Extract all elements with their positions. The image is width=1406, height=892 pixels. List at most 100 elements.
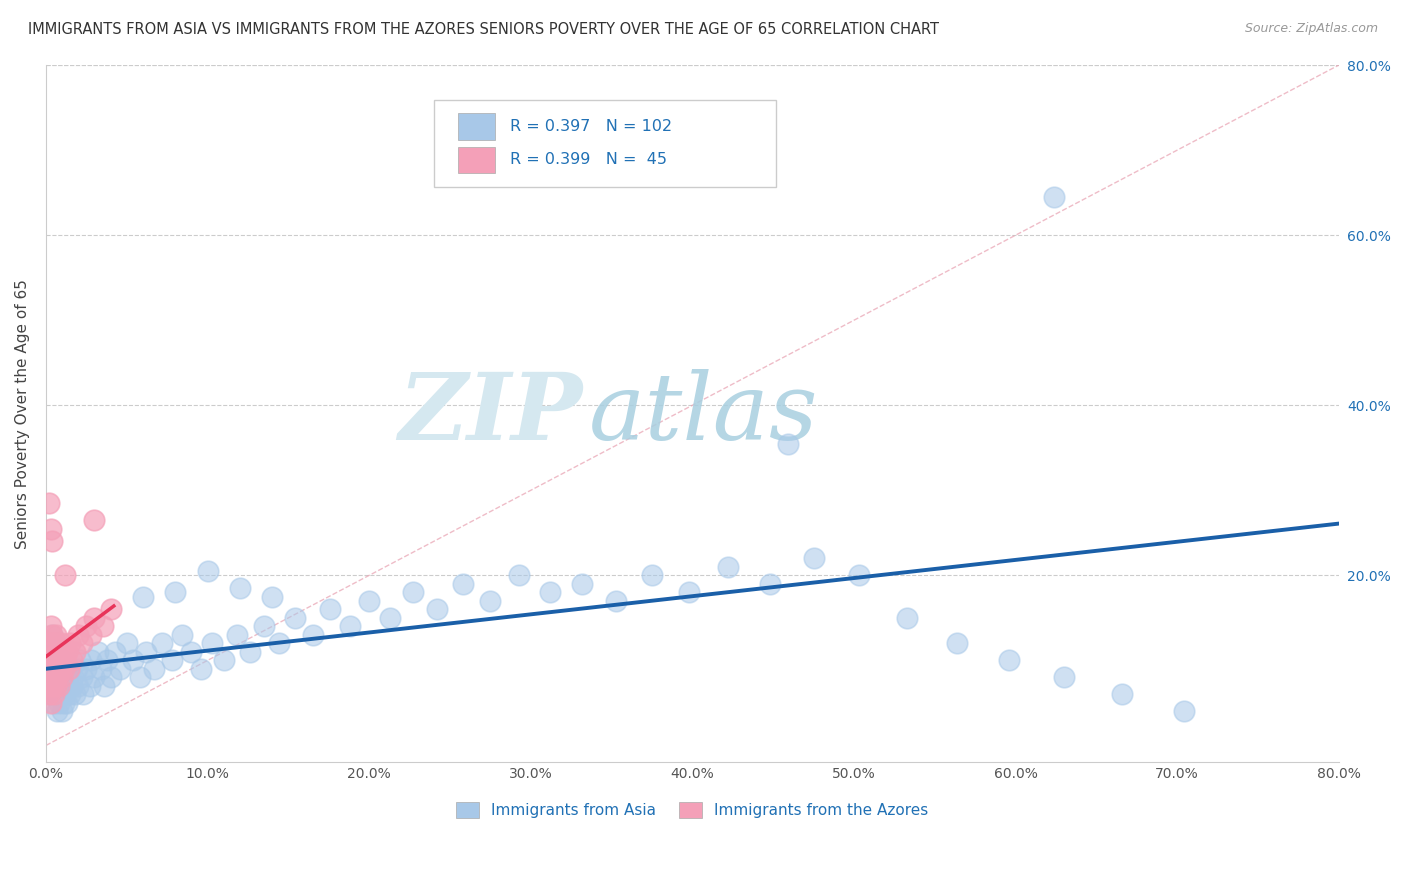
- Point: [37, 679, 59, 693]
- Point: [67, 628, 90, 642]
- Point: [42, 636, 65, 650]
- Point: [262, 590, 284, 604]
- Legend: Immigrants from Asia, Immigrants from the Azores: Immigrants from Asia, Immigrants from th…: [450, 797, 935, 824]
- Point: [83, 670, 105, 684]
- Point: [359, 594, 381, 608]
- Point: [42, 687, 65, 701]
- Point: [402, 585, 425, 599]
- Point: [67, 679, 90, 693]
- Point: [45, 653, 67, 667]
- Point: [53, 687, 76, 701]
- Point: [229, 581, 252, 595]
- Point: [83, 611, 105, 625]
- Point: [42, 670, 65, 684]
- Point: [49, 662, 72, 676]
- Point: [63, 645, 86, 659]
- Point: [51, 645, 73, 659]
- Text: R = 0.399   N =  45: R = 0.399 N = 45: [510, 153, 666, 168]
- Point: [678, 585, 700, 599]
- Point: [128, 670, 150, 684]
- Bar: [458, 113, 495, 140]
- Point: [41, 628, 63, 642]
- Point: [75, 619, 97, 633]
- Point: [72, 687, 94, 701]
- Point: [759, 577, 782, 591]
- Point: [37, 653, 59, 667]
- Point: [42, 662, 65, 676]
- Point: [96, 653, 118, 667]
- FancyBboxPatch shape: [434, 100, 776, 187]
- Point: [946, 636, 969, 650]
- Point: [253, 619, 276, 633]
- Point: [451, 577, 474, 591]
- Point: [39, 696, 62, 710]
- Point: [46, 705, 69, 719]
- Point: [135, 645, 157, 659]
- Point: [79, 679, 101, 693]
- Point: [571, 577, 593, 591]
- Point: [122, 653, 145, 667]
- Point: [41, 628, 63, 642]
- Point: [66, 662, 89, 676]
- Point: [59, 636, 82, 650]
- Point: [91, 619, 114, 633]
- Point: [70, 670, 93, 684]
- Point: [93, 679, 115, 693]
- Point: [180, 645, 202, 659]
- Point: [45, 662, 67, 676]
- Point: [100, 602, 122, 616]
- Point: [86, 645, 108, 659]
- Point: [38, 687, 60, 701]
- Point: [48, 679, 70, 693]
- Point: [52, 662, 75, 676]
- Point: [90, 662, 112, 676]
- Point: [58, 679, 80, 693]
- Point: [51, 653, 73, 667]
- Point: [45, 687, 67, 701]
- Point: [52, 670, 75, 684]
- Point: [1043, 190, 1066, 204]
- Bar: [458, 146, 495, 173]
- Point: [49, 687, 72, 701]
- Point: [56, 645, 79, 659]
- Point: [39, 645, 62, 659]
- Point: [201, 636, 224, 650]
- Point: [46, 670, 69, 684]
- Point: [69, 653, 91, 667]
- Point: [38, 653, 60, 667]
- Point: [46, 645, 69, 659]
- Point: [51, 670, 73, 684]
- Point: [160, 653, 183, 667]
- Point: [46, 653, 69, 667]
- Point: [62, 670, 84, 684]
- Point: [998, 653, 1021, 667]
- Point: [56, 696, 79, 710]
- Point: [83, 513, 105, 527]
- Point: [39, 522, 62, 536]
- Point: [339, 619, 361, 633]
- Point: [212, 653, 235, 667]
- Point: [80, 653, 103, 667]
- Point: [38, 496, 60, 510]
- Point: [45, 636, 67, 650]
- Point: [225, 628, 247, 642]
- Point: [848, 568, 870, 582]
- Point: [51, 705, 73, 719]
- Point: [41, 653, 63, 667]
- Point: [41, 534, 63, 549]
- Point: [58, 662, 80, 676]
- Y-axis label: Seniors Poverty Over the Age of 65: Seniors Poverty Over the Age of 65: [15, 279, 30, 549]
- Point: [41, 679, 63, 693]
- Point: [38, 662, 60, 676]
- Point: [803, 551, 825, 566]
- Text: ZIP: ZIP: [398, 368, 582, 458]
- Text: atlas: atlas: [589, 368, 818, 458]
- Point: [538, 585, 561, 599]
- Point: [239, 645, 262, 659]
- Point: [143, 662, 166, 676]
- Point: [45, 679, 67, 693]
- Point: [39, 687, 62, 701]
- Point: [197, 564, 219, 578]
- Text: Source: ZipAtlas.com: Source: ZipAtlas.com: [1244, 22, 1378, 36]
- Point: [49, 662, 72, 676]
